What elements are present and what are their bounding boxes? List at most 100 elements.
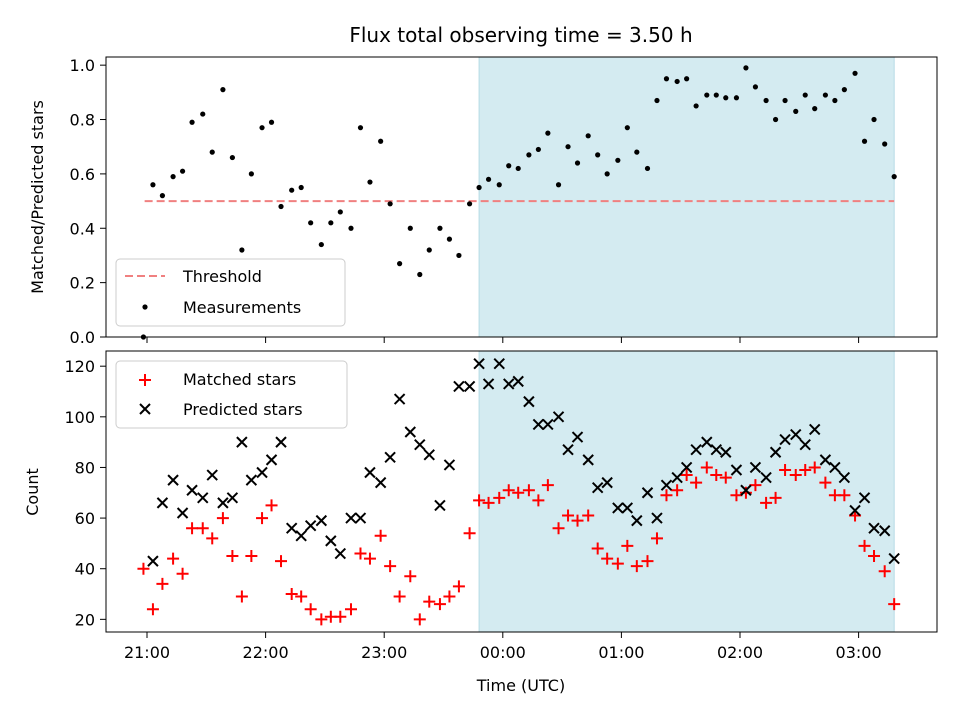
matched-stars-point: [858, 539, 871, 552]
predicted-stars-point: [206, 469, 218, 481]
predicted-stars-point: [473, 357, 485, 370]
matched-stars-point: [611, 557, 624, 570]
matched-stars-point: [799, 463, 812, 476]
predicted-stars-point: [245, 474, 258, 486]
matched-stars-point: [868, 550, 881, 563]
matched-stars-point: [512, 486, 525, 499]
top-legend: Threshold Measurements: [115, 258, 346, 327]
measurement-point: [574, 160, 581, 166]
predicted-stars-point: [601, 476, 613, 489]
measurement-point: [298, 184, 304, 191]
matched-stars-point: [156, 577, 169, 590]
predicted-stars-point: [393, 393, 406, 405]
predicted-stars-point: [858, 492, 871, 504]
measurement-point: [248, 171, 254, 177]
top-y-axis-label: Matched/Predicted stars: [28, 100, 47, 294]
measurement-point: [733, 95, 740, 101]
predicted-stars-point: [285, 522, 298, 534]
measurement-point: [259, 125, 265, 131]
matched-stars-point: [522, 484, 535, 497]
measurement-point: [466, 201, 473, 207]
bottom-axes-frame: [105, 350, 938, 633]
measurement-point: [318, 241, 324, 248]
measurement-point: [378, 138, 384, 144]
bottom-y-ticks: 20 40 60 80 100 120: [64, 357, 106, 629]
matched-stars-point: [216, 512, 229, 525]
predicted-stars-point: [631, 514, 643, 527]
bottom-y-tick-label: 100: [64, 408, 95, 427]
predicted-stars-point: [147, 555, 159, 567]
predicted-stars-point: [345, 512, 357, 524]
matched-stars-point: [502, 484, 515, 497]
matched-stars-point: [452, 580, 465, 593]
predicted-stars-point: [769, 446, 782, 458]
predicted-stars-point: [612, 502, 624, 514]
matched-stars-point: [285, 588, 298, 601]
matched-stars-point: [760, 496, 773, 509]
measurement-point: [654, 97, 660, 104]
predicted-stars-point: [304, 519, 317, 532]
predicted-stars-point: [423, 449, 435, 461]
measurement-point: [220, 87, 226, 93]
measurement-point: [684, 76, 690, 82]
predicted-stars-point: [414, 438, 426, 451]
measurement-point: [555, 182, 562, 188]
predicted-stars-point: [434, 499, 446, 512]
measurement-point: [278, 203, 284, 210]
predicted-stars-point: [523, 395, 535, 408]
x-tick-label: 22:00: [243, 643, 289, 662]
predicted-stars-point: [819, 454, 832, 466]
measurement-point: [595, 152, 601, 158]
predicted-stars-point: [197, 492, 209, 504]
top-y-tick-label: 0.2: [70, 274, 95, 293]
measurement-point: [337, 209, 343, 215]
measurement-point: [861, 138, 868, 144]
measurement-point: [704, 92, 710, 98]
measurement-point: [407, 225, 413, 231]
predicted-stars-point: [532, 418, 545, 431]
predicted-stars-point: [680, 461, 693, 474]
measurement-point: [841, 87, 847, 93]
legend-predicted-label: Predicted stars: [183, 400, 303, 419]
predicted-stars-point: [374, 476, 387, 489]
bottom-y-tick-label: 40: [75, 560, 95, 579]
measurement-point: [604, 171, 610, 177]
matched-stars-point: [473, 494, 486, 507]
legend-measurements-label: Measurements: [183, 298, 301, 317]
predicted-stars-point: [493, 357, 505, 370]
predicted-stars-point: [384, 451, 396, 464]
matched-stars-point: [700, 461, 713, 474]
ratio-panel: 0.0 0.2 0.4 0.6 0.8 1.0 Flux total observing …: [28, 23, 938, 347]
measurement-point: [189, 119, 195, 125]
predicted-stars-point: [651, 512, 663, 524]
count-panel: 20 40 60 80 100 120 21:00 22:00 23:00 00:00 01:00…: [23, 350, 938, 695]
bottom-x-ticks: 21:00 22:00 23:00 00:00 01:00 02:00 03:00: [124, 632, 882, 662]
matched-stars-point: [354, 547, 367, 560]
measurement-point: [476, 184, 482, 191]
x-tick-label: 21:00: [124, 643, 170, 662]
measurement-point: [150, 182, 156, 188]
predicted-stars-point: [167, 474, 179, 486]
matched-stars-point: [196, 522, 209, 535]
predicted-stars-point: [878, 525, 891, 537]
matched-stars-point: [304, 603, 317, 616]
measurement-point: [713, 92, 719, 98]
matched-stars-point: [641, 555, 654, 568]
measurement-point: [624, 125, 630, 131]
matched-stars-point: [719, 471, 732, 484]
matched-stars-point: [393, 590, 406, 603]
measurement-point: [634, 149, 640, 155]
legend-matched-label: Matched stars: [183, 370, 296, 389]
measurement-point: [348, 225, 354, 231]
legend-predicted-swatch: [139, 403, 151, 415]
predicted-stars-point: [571, 431, 584, 443]
measurement-point: [585, 133, 591, 139]
matched-stars-point: [245, 550, 258, 563]
matched-stars-point: [404, 570, 417, 583]
matched-stars-point: [146, 603, 159, 616]
measurement-point: [159, 193, 166, 199]
matched-stars-point: [433, 598, 446, 611]
predicted-stars-point: [325, 535, 337, 547]
matched-stars-point: [789, 469, 802, 482]
